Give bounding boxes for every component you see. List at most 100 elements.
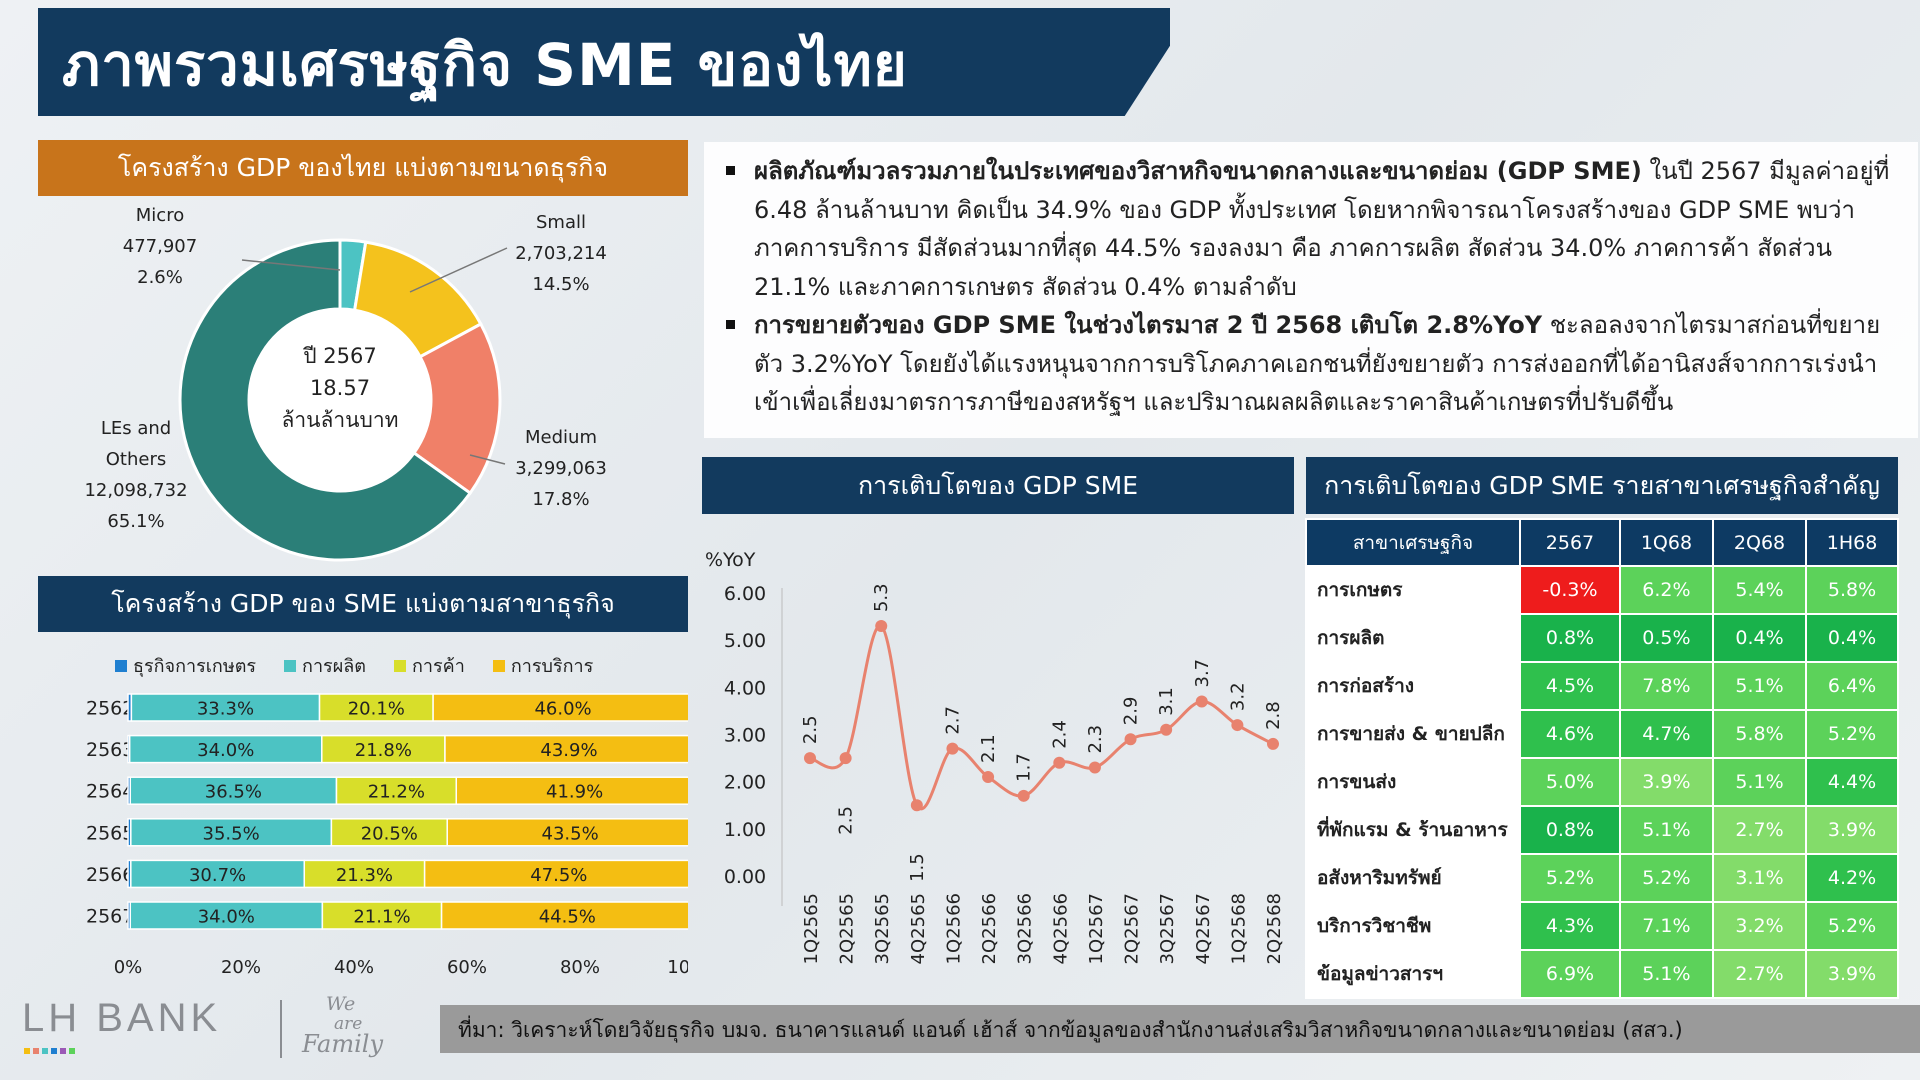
line-label-4Q2567: 3.7	[1192, 659, 1213, 688]
bar-label-service-2566: 47.5%	[530, 865, 587, 886]
col-2567: 2567	[1519, 518, 1621, 567]
growth-cell: 6.9%	[1519, 949, 1621, 999]
growth-cell: 3.9%	[1805, 949, 1899, 999]
medium-percent: 17.8%	[532, 489, 590, 510]
donut-label-small: Small 2,703,214 14.5%	[505, 207, 617, 300]
growth-cell: 0.5%	[1618, 613, 1714, 663]
bar-service-2566	[423, 859, 688, 889]
bar-label-service-2562: 46.0%	[534, 699, 591, 720]
line-xtick-1Q2565: 1Q2565	[801, 893, 822, 964]
line-ytick-4: 2.00	[724, 772, 766, 794]
growth-cell: 3.9%	[1618, 757, 1714, 807]
table-header: การเติบโตของ GDP SME รายสาขาเศรษฐกิจสำคั…	[1306, 457, 1898, 514]
sector-name: การขายส่ง & ขายปลีก	[1305, 709, 1521, 759]
table-row: การผลิต 0.8% 0.5% 0.4% 0.4%	[1305, 613, 1899, 663]
bar-xtick-4: 80%	[560, 957, 600, 978]
line-label-1Q2568: 3.2	[1227, 682, 1248, 711]
line-point-3Q2565	[875, 620, 888, 633]
legend-agri-swatch	[115, 659, 127, 672]
bullet-2-text: ชะลอลงจากไตรมาสก่อนที่ขยายตัว 3.2%YoY โด…	[754, 311, 1881, 416]
legend-service: การบริการ	[492, 651, 594, 680]
bar-xtick-0: 0%	[114, 957, 143, 978]
tagline-we: We	[326, 993, 356, 1015]
growth-cell: 3.1%	[1711, 853, 1808, 903]
page-title: ภาพรวมเศรษฐกิจ SME ของไทย	[62, 31, 908, 99]
bar-label-manu-2565: 35.5%	[203, 823, 260, 844]
line-label-2Q2565: 2.5	[836, 806, 857, 835]
bar-label-manu-2567: 34.0%	[198, 907, 255, 928]
line-series	[809, 624, 1274, 811]
legend-trade: การค้า	[394, 651, 465, 680]
sector-name: การเกษตร	[1305, 565, 1521, 615]
source-text: ที่มา: วิเคราะห์โดยวิจัยธุรกิจ บมจ. ธนาค…	[458, 1018, 1683, 1042]
bar-manu-2565	[130, 818, 333, 847]
table-row: บริการวิชาชีพ 4.3% 7.1% 3.2% 5.2%	[1305, 901, 1899, 951]
growth-cell: 0.4%	[1805, 613, 1899, 663]
bullet-2: การขยายตัวของ GDP SME ในช่วงไตรมาส 2 ปี …	[724, 306, 1898, 422]
stacked-bar-chart: 25620.6%33.3%20.1%46.0%25630.3%34.0%21.8…	[86, 693, 688, 978]
line-point-3Q2566	[1017, 789, 1030, 802]
growth-cell: 5.1%	[1618, 949, 1714, 999]
tagline-family: Family	[302, 1030, 383, 1058]
growth-cell: 4.5%	[1519, 661, 1621, 711]
line-label-4Q2565: 1.5	[907, 853, 928, 882]
line-point-1Q2565	[804, 752, 816, 765]
bar-xtick-3: 60%	[447, 957, 487, 978]
growth-cell: 4.7%	[1618, 709, 1714, 759]
line-ytick-2: 4.00	[724, 677, 766, 699]
legend-service-label: การบริการ	[510, 656, 594, 677]
sector-name: ที่พักแรม & ร้านอาหาร	[1305, 805, 1521, 855]
sector-name: การผลิต	[1305, 613, 1521, 663]
medium-name: Medium	[525, 427, 597, 448]
line-point-2Q2567	[1124, 733, 1137, 746]
line-ytick-3: 3.00	[724, 725, 766, 747]
bar-label-manu-2566: 30.7%	[189, 865, 246, 886]
bar-label-trade-2566: 21.3%	[336, 865, 393, 886]
growth-cell: 6.2%	[1618, 565, 1714, 615]
line-label-1Q2566: 2.7	[942, 706, 963, 735]
table-row: ที่พักแรม & ร้านอาหาร 0.8% 5.1% 2.7% 3.9%	[1305, 805, 1899, 855]
les-percent: 65.1%	[107, 511, 165, 532]
bar-xtick-1: 20%	[221, 957, 261, 978]
growth-cell: 3.9%	[1805, 805, 1899, 855]
small-name: Small	[536, 212, 586, 233]
bar-service-2564	[455, 776, 688, 805]
line-point-2Q2566	[982, 770, 995, 783]
donut-center: ปี 2567 18.57 ล้านล้านบาท	[270, 340, 410, 436]
sector-name: ข้อมูลข่าวสารฯ	[1305, 949, 1521, 999]
donut-chart	[178, 238, 502, 562]
growth-cell: 5.4%	[1711, 565, 1808, 615]
legend-agri-label: ธุรกิจการเกษตร	[133, 656, 257, 677]
sector-name: อสังหาริมทรัพย์	[1305, 853, 1521, 903]
bar-label-manu-2564: 36.5%	[205, 782, 262, 803]
line-xtick-3Q2565: 3Q2565	[872, 893, 893, 964]
growth-cell: 5.8%	[1805, 565, 1899, 615]
bullet-1-text: ในปี 2567 มีมูลค่าอยู่ที่ 6.48 ล้านล้านบ…	[754, 157, 1890, 301]
growth-cell: 5.2%	[1618, 853, 1714, 903]
line-ytick-0: 6.00	[724, 583, 766, 605]
bullet-1-bold: ผลิตภัณฑ์มวลรวมภายในประเทศของวิสาหกิจขนา…	[754, 157, 1642, 185]
line-ytick-1: 5.00	[724, 630, 766, 652]
col-sector: สาขาเศรษฐกิจ	[1305, 518, 1521, 567]
bar-trade-2562	[318, 693, 434, 722]
table-row: การก่อสร้าง 4.5% 7.8% 5.1% 6.4%	[1305, 661, 1899, 711]
bar-label-service-2563: 43.9%	[540, 740, 597, 761]
line-label-2Q2568: 2.8	[1263, 701, 1284, 730]
line-xtick-1Q2566: 1Q2566	[943, 893, 964, 964]
logo-bank-text: LH BANK	[22, 996, 222, 1040]
table-row: การขายส่ง & ขายปลีก 4.6% 4.7% 5.8% 5.2%	[1305, 709, 1899, 759]
legend-manu: การผลิต	[284, 651, 366, 680]
bar-trade-2564	[335, 776, 458, 805]
legend-manu-swatch	[284, 659, 297, 672]
bar-legend: ธุรกิจการเกษตร การผลิต การค้า การบริการ	[115, 651, 621, 680]
line-xtick-2Q2566: 2Q2566	[979, 893, 1000, 964]
line-point-2Q2565	[839, 752, 852, 765]
logo-divider	[280, 1000, 282, 1058]
bar-category-2564: 2564	[86, 781, 134, 803]
line-point-1Q2567	[1088, 761, 1101, 774]
growth-cell: 0.4%	[1711, 613, 1808, 663]
line-point-2Q2568	[1267, 737, 1279, 750]
growth-cell: 5.2%	[1519, 853, 1621, 903]
bar-manu-2564	[129, 776, 338, 805]
bar-label-trade-2567: 21.1%	[353, 907, 410, 928]
